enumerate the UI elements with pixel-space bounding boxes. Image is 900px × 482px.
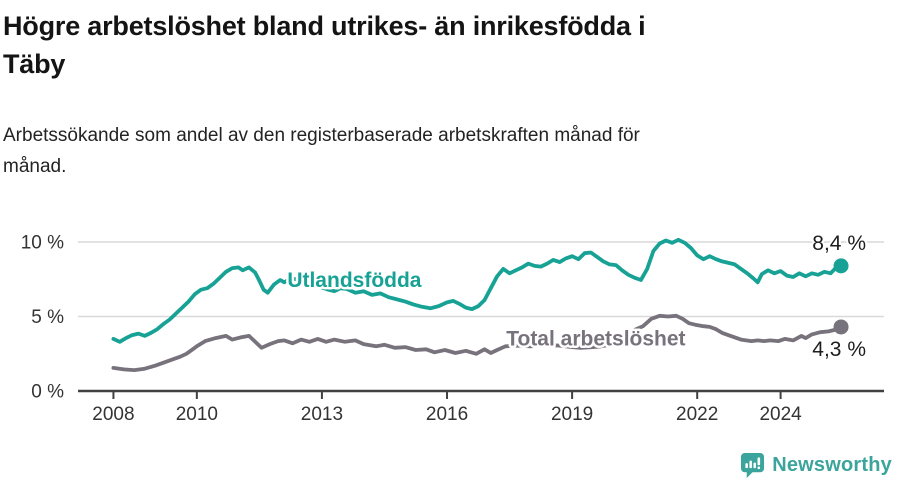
series-line-utlandsfodda bbox=[111, 237, 843, 344]
x-axis-tick-label: 2024 bbox=[759, 404, 802, 425]
x-axis-tick-label: 2013 bbox=[301, 404, 343, 425]
series-label-total: Total arbetslöshet bbox=[506, 328, 685, 351]
value-label-utlandsfodda: 8,4 % bbox=[812, 232, 866, 255]
x-axis-tick-label: 2016 bbox=[426, 404, 468, 425]
x-axis-tick-label: 2022 bbox=[676, 404, 718, 425]
page-subtitle: Arbetssökande som andel av den registerb… bbox=[3, 124, 640, 177]
series-end-dot-total bbox=[833, 319, 849, 335]
x-axis-tick-label: 2019 bbox=[551, 404, 593, 425]
y-axis-tick-label: 5 % bbox=[31, 307, 64, 328]
brand-name: Newsworthy bbox=[772, 453, 892, 476]
series-line-total bbox=[111, 313, 843, 373]
value-label-total: 4,3 % bbox=[812, 338, 866, 361]
page-title: Högre arbetslöshet bland utrikes- än inr… bbox=[3, 11, 646, 79]
x-axis-tick-label: 2010 bbox=[176, 404, 218, 425]
newsworthy-logo: Newsworthy bbox=[740, 452, 892, 478]
x-axis-tick-label: 2008 bbox=[92, 404, 134, 425]
bar-chart-speech-bubble-icon bbox=[741, 452, 765, 478]
series-end-dot-utlandsfodda bbox=[833, 258, 849, 274]
y-axis-tick-label: 0 % bbox=[31, 382, 64, 403]
series-label-utlandsfodda: Utlandsfödda bbox=[287, 269, 421, 292]
y-axis-tick-label: 10 % bbox=[21, 233, 64, 254]
chart-page: Högre arbetslöshet bland utrikes- än inr… bbox=[0, 8, 900, 482]
